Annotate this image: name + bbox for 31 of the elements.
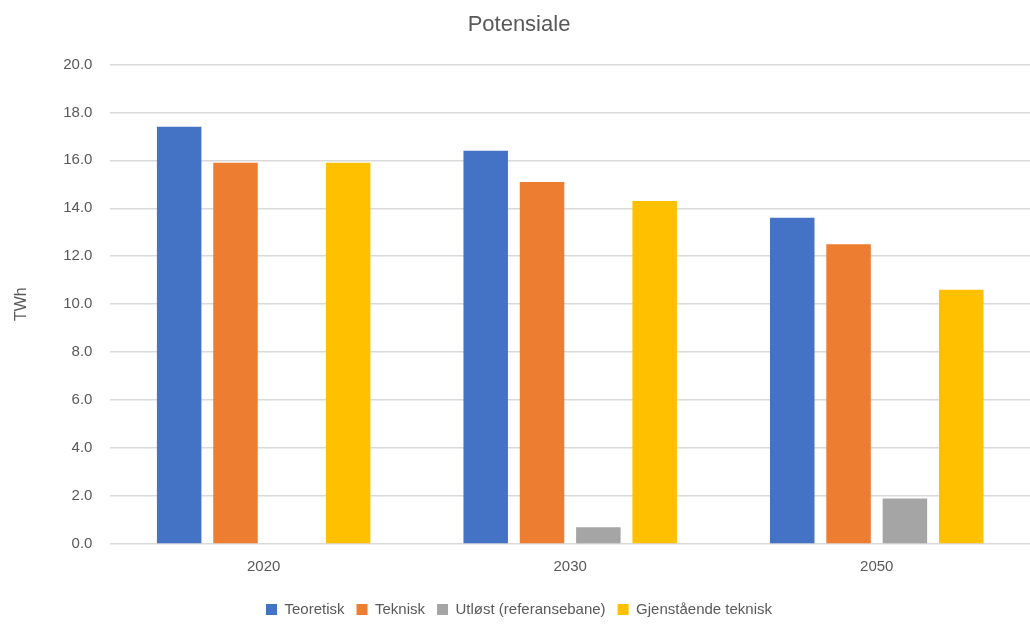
- y-tick-label: 18.0: [63, 102, 93, 120]
- legend-label: Utløst (referansebane): [455, 599, 606, 617]
- bar: [632, 201, 677, 544]
- legend-label: Gjenstående teknisk: [636, 599, 773, 617]
- legend-label: Teoretisk: [284, 599, 346, 617]
- bar: [213, 162, 258, 544]
- bar: [882, 498, 928, 544]
- y-tick-label: 10.0: [63, 294, 93, 312]
- chart-title: Potensiale: [467, 11, 571, 37]
- bar: [938, 289, 984, 544]
- y-tick-label: 2.0: [71, 486, 93, 504]
- y-tick-label: 8.0: [71, 342, 93, 360]
- x-tick-label: 2030: [553, 557, 587, 575]
- y-tick-label: 0.0: [71, 534, 93, 552]
- bar: [519, 181, 565, 544]
- y-tick-label: 4.0: [71, 438, 93, 456]
- bar: [576, 527, 621, 544]
- bar: [325, 162, 371, 544]
- bar: [156, 126, 202, 544]
- y-tick-label: 16.0: [63, 150, 93, 168]
- x-tick-label: 2050: [860, 557, 894, 575]
- bar: [770, 217, 815, 544]
- y-tick-label: 12.0: [63, 246, 93, 264]
- x-tick-label: 2020: [246, 557, 281, 575]
- y-tick-label: 6.0: [71, 390, 93, 408]
- bar: [826, 244, 871, 544]
- bar: [463, 150, 508, 544]
- y-tick-label: 14.0: [63, 198, 93, 216]
- y-axis-title: TWh: [12, 287, 30, 322]
- legend-label: Teknisk: [375, 599, 426, 617]
- y-tick-label: 20.0: [63, 54, 93, 72]
